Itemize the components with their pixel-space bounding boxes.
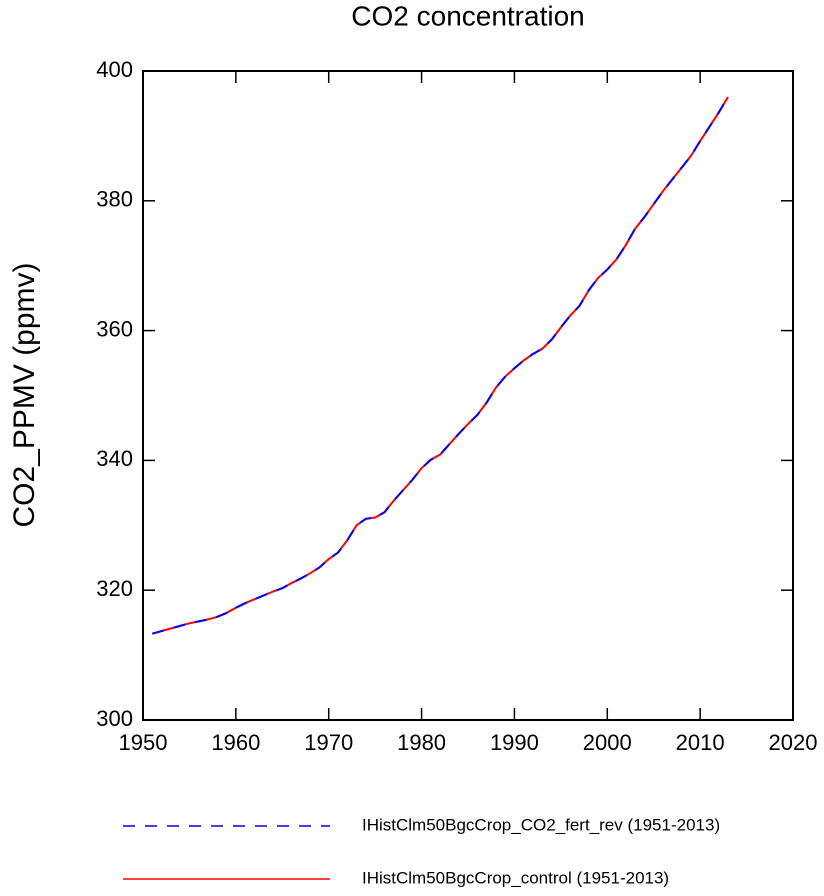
x-tick-label: 1970 bbox=[304, 730, 353, 755]
x-tick-label: 1990 bbox=[490, 730, 539, 755]
x-tick-label: 2010 bbox=[676, 730, 725, 755]
legend-label: IHistClm50BgcCrop_control (1951-2013) bbox=[362, 868, 669, 887]
x-tick-label: 2020 bbox=[769, 730, 818, 755]
x-tick-label: 1950 bbox=[119, 730, 168, 755]
y-tick-label: 320 bbox=[96, 576, 133, 601]
y-tick-label: 400 bbox=[96, 57, 133, 82]
series-line bbox=[152, 96, 729, 635]
x-tick-label: 1980 bbox=[397, 730, 446, 755]
chart-title: CO2 concentration bbox=[351, 0, 584, 31]
legend-label: IHistClm50BgcCrop_CO2_fert_rev (1951-201… bbox=[362, 815, 720, 834]
y-tick-label: 300 bbox=[96, 706, 133, 731]
y-tick-label: 380 bbox=[96, 187, 133, 212]
x-tick-label: 1960 bbox=[211, 730, 260, 755]
x-tick-label: 2000 bbox=[583, 730, 632, 755]
y-tick-label: 360 bbox=[96, 316, 133, 341]
plot-frame bbox=[142, 70, 794, 721]
series-line bbox=[152, 96, 729, 635]
y-tick-label: 340 bbox=[96, 446, 133, 471]
y-axis-label: CO2_PPMV (ppmv) bbox=[8, 262, 41, 527]
